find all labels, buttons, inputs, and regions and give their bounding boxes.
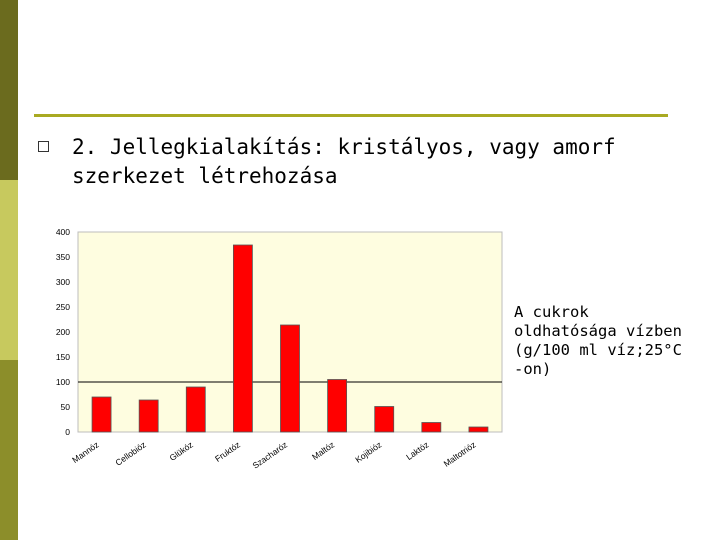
y-tick-label: 50 — [61, 402, 71, 412]
y-tick-label: 200 — [56, 327, 70, 337]
sidebar-band-middle — [0, 180, 18, 360]
x-tick-label: Laktóz — [404, 439, 430, 462]
caption-line: (g/100 ml víz;25°C — [514, 341, 682, 359]
bar — [327, 379, 348, 433]
bar — [138, 399, 159, 433]
y-tick-label: 250 — [56, 302, 70, 312]
square-bullet-icon — [38, 141, 49, 152]
bullet-text: 2. Jellegkialakítás: kristályos, vagy am… — [72, 135, 616, 188]
solubility-bar-chart: 0 50 100 150 200 250 300 350 400 Mannóz Cellobióz G… — [56, 227, 503, 471]
caption-line: oldhatósága vízben — [514, 322, 682, 340]
y-tick-label: 300 — [56, 277, 70, 287]
bar — [280, 324, 300, 433]
x-tick-label: Fruktóz — [213, 439, 242, 463]
x-tick-label: Mannóz — [70, 439, 101, 465]
title-divider — [34, 114, 668, 117]
bar — [374, 406, 395, 433]
y-tick-label: 150 — [56, 352, 70, 362]
y-tick-label: 100 — [56, 377, 70, 387]
sidebar-band-top — [0, 0, 18, 180]
y-tick-label: 400 — [56, 227, 70, 237]
decorative-sidebar — [0, 0, 18, 540]
x-tick-label: Kojibióz — [353, 439, 383, 464]
caption-line: -on) — [514, 360, 552, 378]
y-tick-label: 350 — [56, 252, 70, 262]
y-tick-label: 0 — [65, 427, 70, 437]
bar — [91, 396, 112, 433]
bar — [185, 386, 206, 433]
bar — [421, 422, 442, 433]
bar — [232, 244, 253, 433]
caption-line: A cukrok — [514, 303, 589, 321]
sidebar-band-bottom — [0, 360, 18, 540]
x-tick-label: Glükóz — [168, 439, 195, 462]
bar — [468, 426, 489, 433]
chart-caption: A cukrok oldhatósága vízben (g/100 ml ví… — [514, 303, 714, 379]
x-tick-label: Szacharóz — [251, 439, 290, 470]
x-tick-label: Maltotrióz — [442, 439, 478, 468]
x-tick-label: Cellobióz — [113, 439, 147, 467]
x-tick-label: Maltóz — [310, 439, 336, 462]
